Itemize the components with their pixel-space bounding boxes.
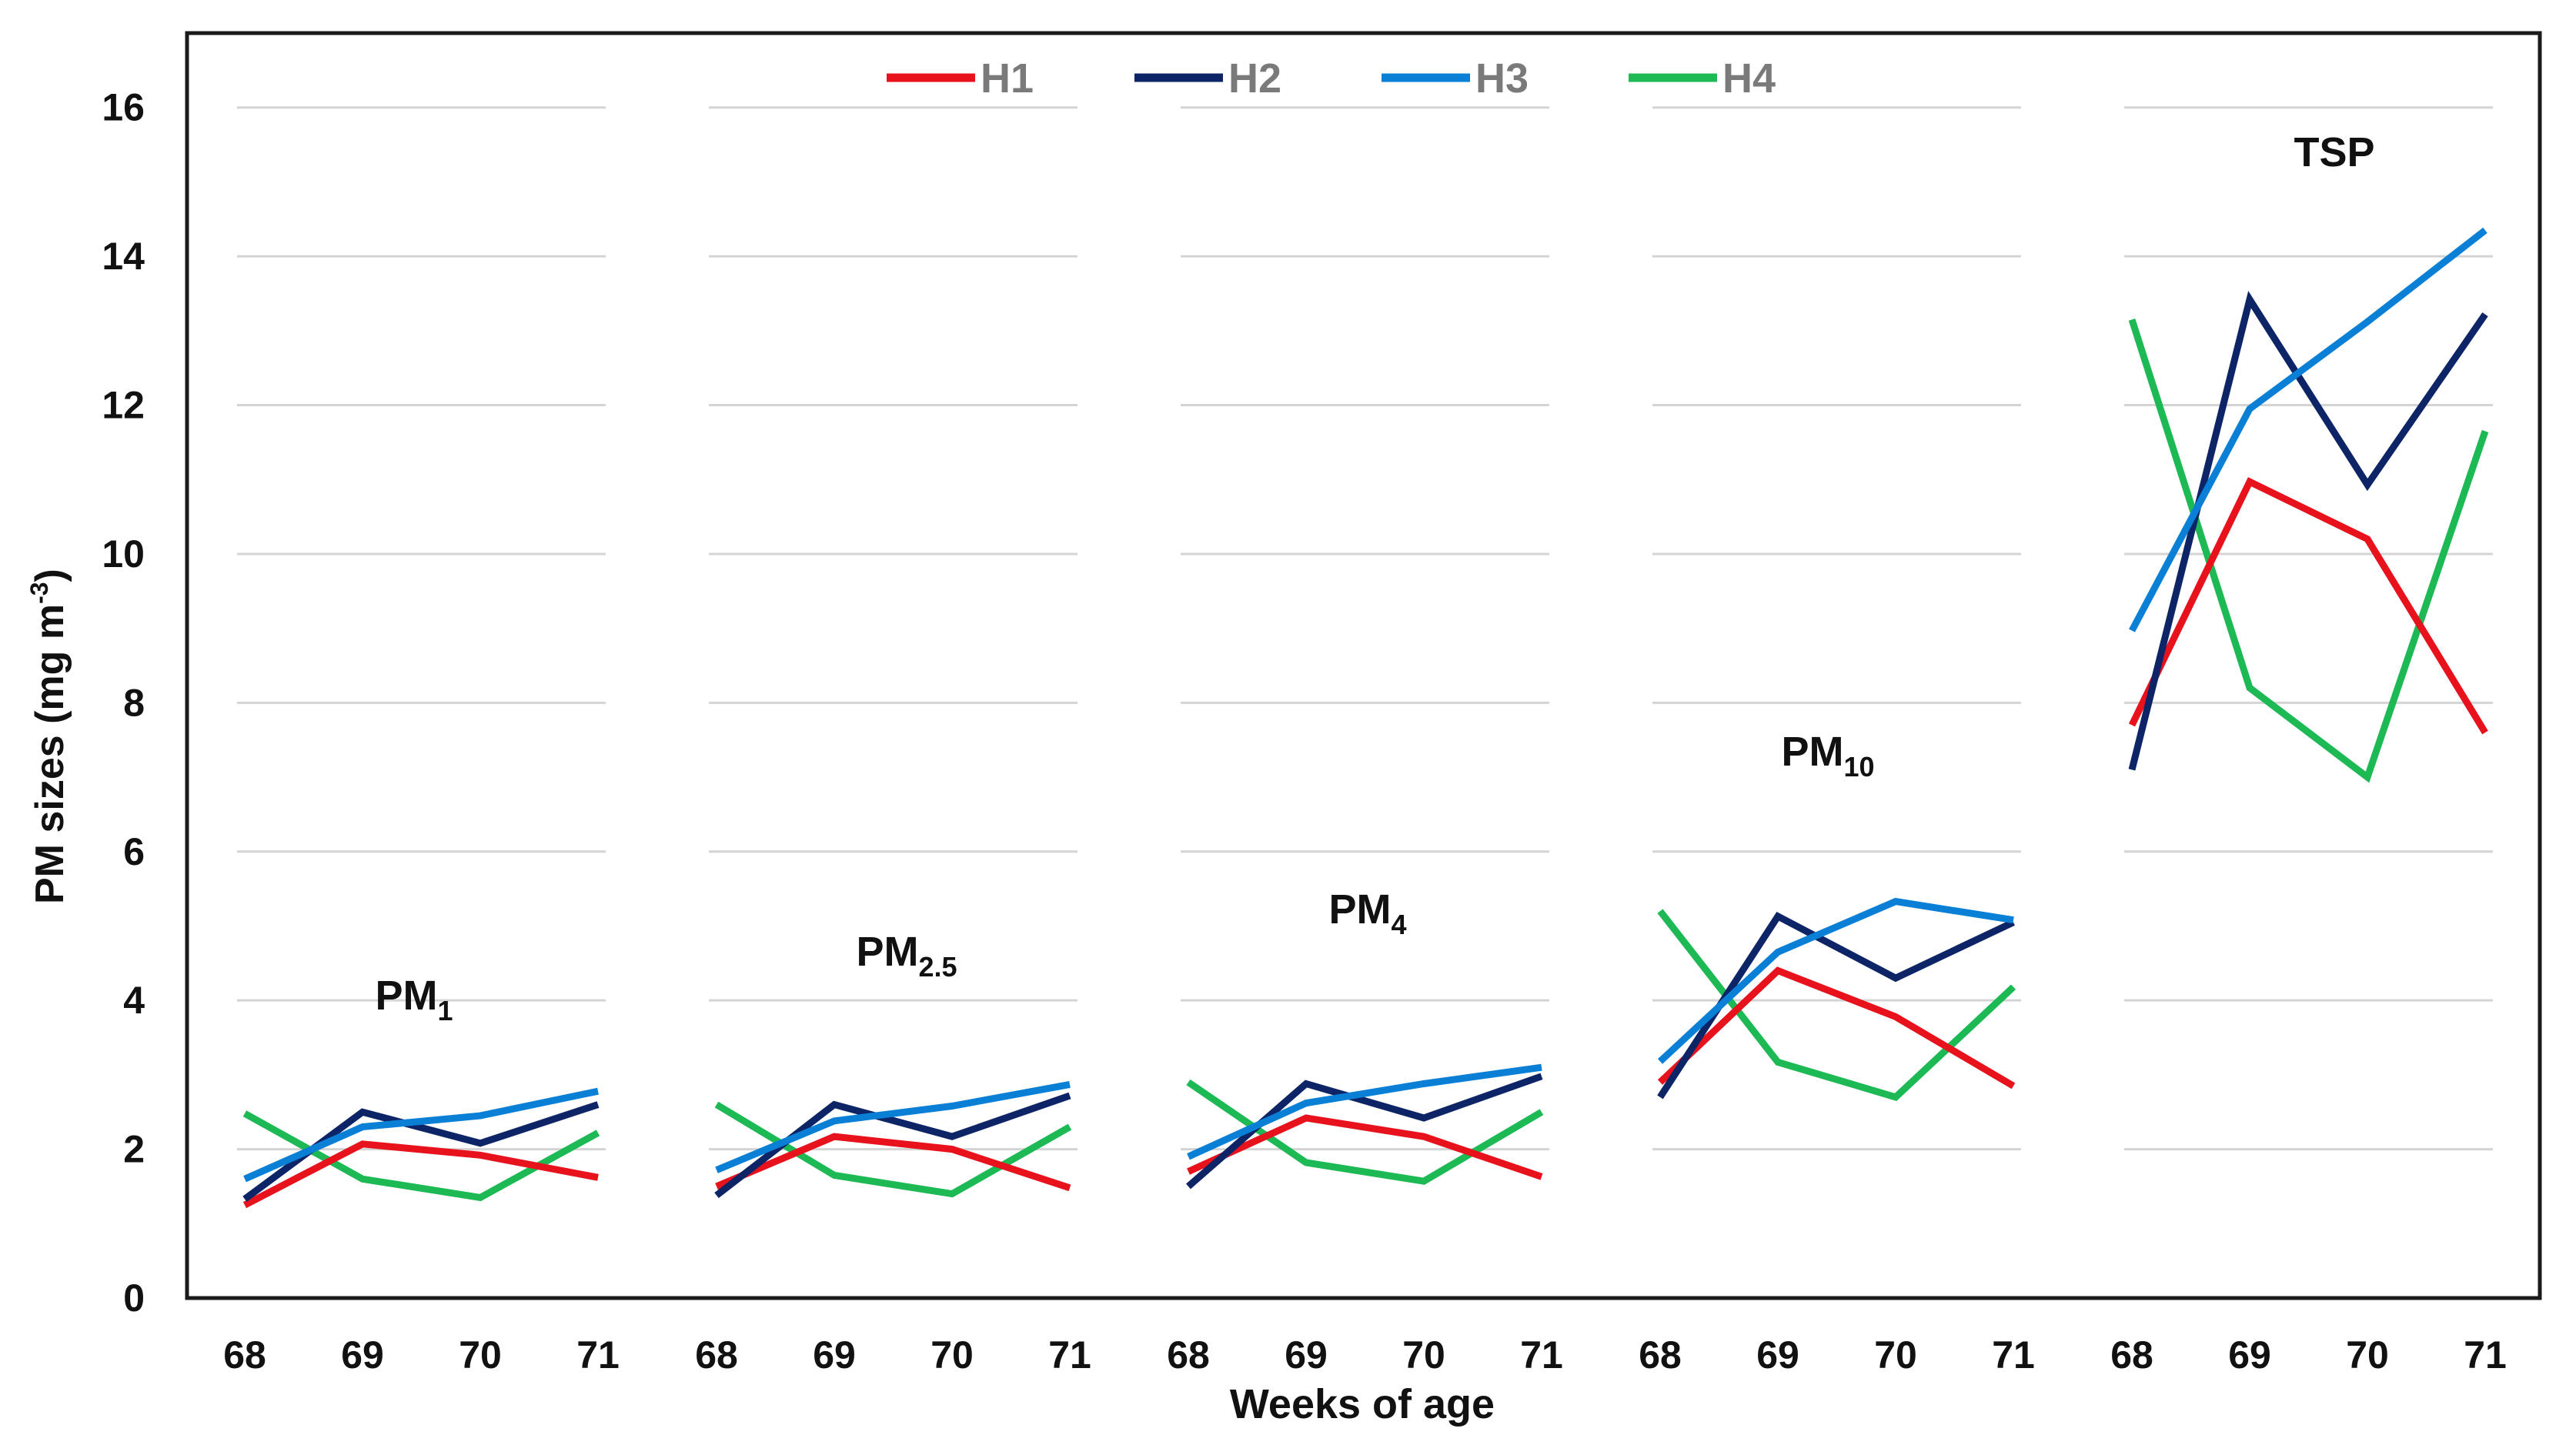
x-tick-label: 69	[1285, 1333, 1328, 1377]
y-axis-label-main: PM sizes (mg m	[28, 604, 72, 904]
series-line-h1	[1657, 966, 2016, 1090]
series-line-h3	[2129, 227, 2487, 632]
group-label: PM2.5	[856, 929, 957, 983]
y-axis: 0 2 4 6 8 10 12 14 16	[102, 86, 145, 1320]
series-line-h3	[715, 1081, 1071, 1173]
series-line-h2	[2128, 290, 2488, 771]
x-tick-label: 70	[459, 1333, 502, 1377]
series-line-h1	[242, 1140, 599, 1209]
group-label-main: PM	[1781, 729, 1843, 775]
group-label-subscript: 10	[1843, 751, 1874, 783]
x-tick-label: 68	[1639, 1333, 1682, 1377]
legend-label-h2: H2	[1228, 55, 1281, 102]
x-tick-label: 68	[1167, 1333, 1210, 1377]
group-label-subscript: 2.5	[918, 951, 957, 983]
group-label-main: PM	[375, 973, 437, 1019]
x-axis: 68 69 70 71 68 69 70 71 68 69 70 71 68 69 70 71 68 69 70 71	[223, 1333, 2507, 1377]
x-tick-label: 68	[695, 1333, 738, 1377]
series-line-h3	[243, 1087, 599, 1183]
series-line-h2	[714, 1092, 1071, 1199]
x-tick-label: 69	[813, 1333, 856, 1377]
legend-label-h4: H4	[1722, 55, 1776, 102]
x-tick-label: 70	[2346, 1333, 2389, 1377]
group-label: TSP	[2294, 129, 2374, 175]
y-tick-label: 10	[102, 532, 145, 576]
x-tick-label: 71	[2464, 1333, 2507, 1377]
y-tick-label: 2	[123, 1128, 145, 1171]
legend-label-h1: H1	[981, 55, 1034, 102]
group-label-main: PM	[1328, 886, 1391, 933]
y-tick-label: 12	[102, 384, 145, 427]
series-line-h1	[715, 1133, 1071, 1192]
x-tick-label: 68	[223, 1333, 266, 1377]
y-tick-label: 14	[102, 235, 145, 278]
group-label-subscript: 4	[1391, 909, 1406, 940]
series-line-h4	[1186, 1079, 1544, 1185]
group-label-main: PM	[856, 929, 918, 975]
series-line-h3	[1657, 897, 2014, 1064]
plot-frame	[185, 31, 2542, 1300]
y-tick-label: 6	[123, 830, 145, 873]
x-tick-label: 71	[1048, 1333, 1091, 1377]
x-axis-label: Weeks of age	[1230, 1381, 1495, 1427]
series-line-h1	[2128, 477, 2488, 735]
y-axis-label-close: )	[28, 569, 72, 582]
y-axis-label-exponent: -3	[25, 582, 53, 603]
x-tick-label: 68	[2110, 1333, 2153, 1377]
legend-label-h3: H3	[1475, 55, 1529, 102]
x-tick-label: 70	[931, 1333, 974, 1377]
x-tick-label: 71	[1520, 1333, 1563, 1377]
y-tick-label: 4	[123, 979, 145, 1022]
x-tick-label: 69	[341, 1333, 384, 1377]
x-tick-label: 71	[1992, 1333, 2035, 1377]
series-line-h4	[2128, 318, 2489, 783]
group-label: PM10	[1781, 729, 1874, 783]
series-line-h3	[1187, 1063, 1542, 1160]
x-tick-label: 71	[576, 1333, 620, 1377]
y-axis-label: PM sizes (mg m-3)	[25, 569, 72, 904]
group-label: PM1	[375, 973, 453, 1026]
x-tick-label: 70	[1402, 1333, 1445, 1377]
group-label-subscript: 1	[437, 995, 453, 1026]
series-line-h4	[714, 1101, 1072, 1198]
y-tick-label: 8	[123, 681, 145, 724]
legend: H1 H2 H3 H4	[887, 55, 1776, 102]
group-label-main: TSP	[2294, 129, 2374, 175]
gridlines	[237, 106, 2493, 1151]
series-line-h2	[1186, 1073, 1543, 1190]
x-tick-label: 69	[2228, 1333, 2271, 1377]
y-tick-label: 16	[102, 86, 145, 129]
series-line-h1	[1187, 1114, 1543, 1180]
series-line-h4	[1657, 909, 2016, 1101]
y-tick-label: 0	[123, 1276, 145, 1320]
series-lines	[242, 227, 2489, 1209]
x-tick-label: 69	[1756, 1333, 1799, 1377]
x-tick-label: 70	[1874, 1333, 1917, 1377]
group-label: PM4	[1328, 886, 1406, 940]
